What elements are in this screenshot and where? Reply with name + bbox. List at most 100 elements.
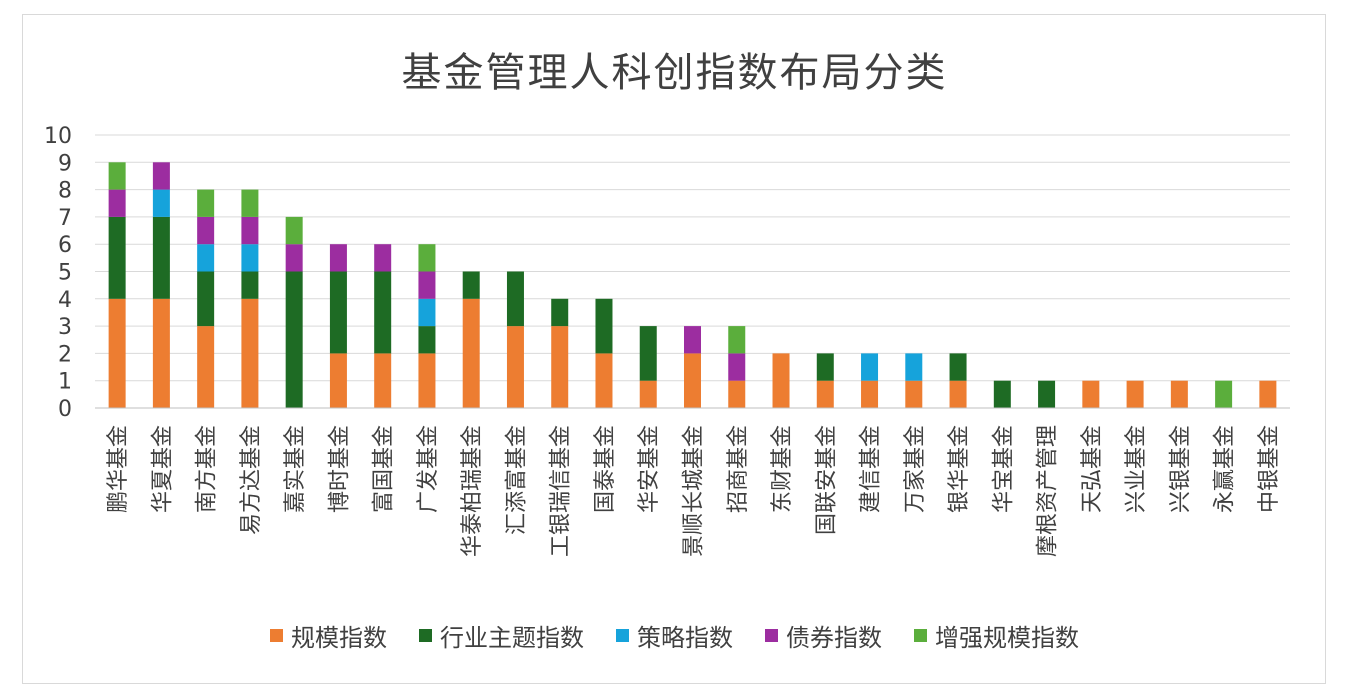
- bar-segment: [639, 380, 657, 408]
- category-label: 汇添富基金: [504, 425, 529, 535]
- legend-item: 策略指数: [616, 618, 733, 653]
- bar-segment: [728, 353, 746, 381]
- bar-segment: [241, 271, 259, 299]
- bar-segment: [905, 380, 923, 408]
- category-label: 华夏基金: [150, 425, 175, 513]
- bar-segment: [861, 380, 879, 408]
- legend-item: 增强规模指数: [914, 618, 1079, 653]
- bar-segment: [905, 353, 923, 381]
- category-label: 华泰柏瑞基金: [460, 425, 485, 557]
- bar-segment: [152, 298, 170, 408]
- category-label: 中银基金: [1257, 425, 1282, 513]
- legend-label: 规模指数: [291, 624, 387, 652]
- bar-segment: [241, 244, 259, 272]
- bar-segment: [329, 353, 347, 408]
- chart-title: 基金管理人科创指数布局分类: [401, 50, 948, 96]
- category-label: 东财基金: [770, 425, 795, 513]
- category-label: 易方达基金: [239, 425, 264, 535]
- bar-segment: [197, 271, 215, 327]
- bar-segment: [241, 189, 259, 217]
- bar-segment: [241, 298, 259, 408]
- bar-segment: [551, 326, 569, 408]
- legend-label: 策略指数: [637, 624, 733, 652]
- bar-segment: [418, 353, 436, 408]
- category-label: 华宝基金: [991, 425, 1016, 513]
- bar-segment: [462, 271, 480, 299]
- y-tick-label: 1: [58, 370, 72, 395]
- bar-segment: [1126, 380, 1144, 408]
- y-tick-label: 4: [58, 288, 72, 313]
- bar-segment: [197, 216, 215, 245]
- legend-swatch: [270, 629, 283, 642]
- legend-item: 规模指数: [270, 618, 387, 653]
- category-label: 南方基金: [195, 425, 220, 513]
- bar-segment: [285, 216, 303, 245]
- legend-swatch: [914, 629, 927, 642]
- bar-segment: [595, 298, 613, 354]
- bar-segment: [1082, 380, 1100, 408]
- bar-segment: [506, 326, 524, 408]
- bar-segment: [551, 298, 569, 327]
- bar-segment: [1259, 380, 1277, 408]
- category-label: 广发基金: [416, 425, 441, 513]
- bar-segment: [949, 353, 967, 381]
- bar-segment: [329, 271, 347, 354]
- bar-segment: [418, 326, 436, 354]
- chart-frame: [22, 14, 1326, 684]
- bar-segment: [728, 326, 746, 354]
- bar-segment: [374, 353, 392, 408]
- y-tick-label: 3: [58, 315, 72, 340]
- bar-segment: [418, 271, 436, 299]
- bar-segment: [418, 244, 436, 272]
- bar-segment: [949, 380, 967, 408]
- bar-segment: [152, 189, 170, 217]
- y-tick-label: 6: [58, 233, 72, 258]
- bar-segment: [993, 380, 1011, 408]
- bar-segment: [108, 216, 126, 299]
- bar-segment: [861, 353, 879, 381]
- legend-swatch: [419, 629, 432, 642]
- bar-segment: [506, 271, 524, 327]
- category-label: 招商基金: [726, 425, 751, 513]
- bar-segment: [197, 244, 215, 272]
- legend-swatch: [616, 629, 629, 642]
- category-label: 建信基金: [859, 425, 884, 513]
- y-tick-label: 5: [58, 261, 72, 286]
- category-label: 嘉实基金: [283, 425, 308, 513]
- bar-segment: [639, 326, 657, 381]
- legend-label: 债券指数: [786, 624, 882, 652]
- chart-legend: 规模指数 行业主题指数 策略指数 债券指数 增强规模指数: [0, 618, 1349, 653]
- bar-segment: [462, 298, 480, 408]
- legend-label: 增强规模指数: [935, 624, 1079, 652]
- bar-segment: [108, 189, 126, 217]
- bar-segment: [1038, 380, 1056, 408]
- bar-segment: [108, 162, 126, 190]
- legend-label: 行业主题指数: [440, 624, 584, 652]
- bar-segment: [108, 298, 126, 408]
- y-tick-label: 7: [58, 206, 72, 231]
- bar-segment: [1215, 380, 1233, 408]
- category-label: 万家基金: [903, 425, 928, 513]
- bar-segment: [374, 244, 392, 272]
- y-tick-label: 10: [44, 124, 72, 149]
- category-label: 工银瑞信基金: [549, 425, 574, 557]
- y-tick-label: 9: [58, 151, 72, 176]
- category-label: 国联安基金: [814, 425, 839, 535]
- category-label: 景顺长城基金: [682, 425, 707, 557]
- bar-segment: [816, 353, 834, 381]
- category-label: 富国基金: [372, 425, 397, 513]
- bar-segment: [329, 244, 347, 272]
- bar-segment: [241, 216, 259, 245]
- bar-segment: [595, 353, 613, 408]
- category-label: 鹏华基金: [106, 425, 131, 513]
- bar-segment: [152, 162, 170, 190]
- category-label: 国泰基金: [593, 425, 618, 513]
- bar-segment: [418, 298, 436, 327]
- category-label: 华安基金: [637, 425, 662, 513]
- bar-segment: [152, 216, 170, 299]
- category-label: 天弘基金: [1080, 425, 1105, 513]
- bar-segment: [816, 380, 834, 408]
- bar-segment: [374, 271, 392, 354]
- bar-segment: [285, 244, 303, 272]
